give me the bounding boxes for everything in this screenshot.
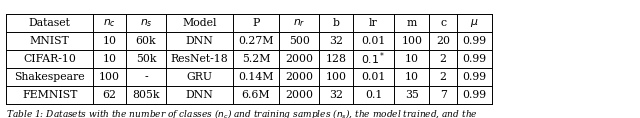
Text: 100: 100 — [401, 36, 422, 46]
Text: 10: 10 — [405, 72, 419, 82]
Text: b: b — [333, 18, 339, 28]
Text: GRU: GRU — [186, 72, 212, 82]
Text: 2000: 2000 — [285, 72, 313, 82]
Text: 0.14M: 0.14M — [238, 72, 274, 82]
Text: Dataset: Dataset — [29, 18, 70, 28]
Text: 500: 500 — [289, 36, 310, 46]
Text: 0.01: 0.01 — [361, 36, 386, 46]
Text: 100: 100 — [99, 72, 120, 82]
Text: 6.6M: 6.6M — [242, 90, 270, 100]
Text: 2: 2 — [440, 72, 447, 82]
Text: 7: 7 — [440, 90, 447, 100]
Text: 2000: 2000 — [285, 54, 313, 64]
Text: -: - — [144, 72, 148, 82]
Text: DNN: DNN — [186, 90, 213, 100]
Text: $\mu$: $\mu$ — [470, 17, 479, 29]
Text: 32: 32 — [329, 90, 343, 100]
Text: 50k: 50k — [136, 54, 156, 64]
Text: 0.99: 0.99 — [463, 36, 486, 46]
Text: CIFAR-10: CIFAR-10 — [23, 54, 76, 64]
Text: FEMNIST: FEMNIST — [22, 90, 77, 100]
Text: P: P — [252, 18, 260, 28]
Text: 100: 100 — [326, 72, 346, 82]
Text: DNN: DNN — [186, 36, 213, 46]
Text: $n_c$: $n_c$ — [103, 17, 116, 29]
Text: $n_s$: $n_s$ — [140, 17, 152, 29]
Text: $0.1^*$: $0.1^*$ — [361, 51, 386, 67]
Text: 0.99: 0.99 — [463, 54, 486, 64]
Text: 62: 62 — [102, 90, 116, 100]
Text: 35: 35 — [405, 90, 419, 100]
Text: 0.99: 0.99 — [463, 72, 486, 82]
Text: 5.2M: 5.2M — [242, 54, 270, 64]
Text: 128: 128 — [326, 54, 346, 64]
Text: 805k: 805k — [132, 90, 159, 100]
Text: 10: 10 — [405, 54, 419, 64]
Text: 20: 20 — [436, 36, 450, 46]
Text: c: c — [440, 18, 446, 28]
Text: 32: 32 — [329, 36, 343, 46]
Text: m: m — [406, 18, 417, 28]
Text: 2000: 2000 — [285, 90, 313, 100]
Text: MNIST: MNIST — [29, 36, 70, 46]
Text: Shakespeare: Shakespeare — [14, 72, 85, 82]
Text: 0.01: 0.01 — [361, 72, 386, 82]
Text: $n_r$: $n_r$ — [293, 17, 305, 29]
Text: 0.27M: 0.27M — [238, 36, 274, 46]
Text: 60k: 60k — [136, 36, 156, 46]
Text: Table 1: Datasets with the number of classes ($n_c$) and training samples ($n_s$: Table 1: Datasets with the number of cla… — [6, 107, 478, 118]
Text: 10: 10 — [102, 54, 116, 64]
Text: 10: 10 — [102, 36, 116, 46]
Text: 0.1: 0.1 — [365, 90, 382, 100]
Text: 2: 2 — [440, 54, 447, 64]
Text: 0.99: 0.99 — [463, 90, 486, 100]
Text: lr: lr — [369, 18, 378, 28]
Text: ResNet-18: ResNet-18 — [170, 54, 228, 64]
Text: Model: Model — [182, 18, 216, 28]
